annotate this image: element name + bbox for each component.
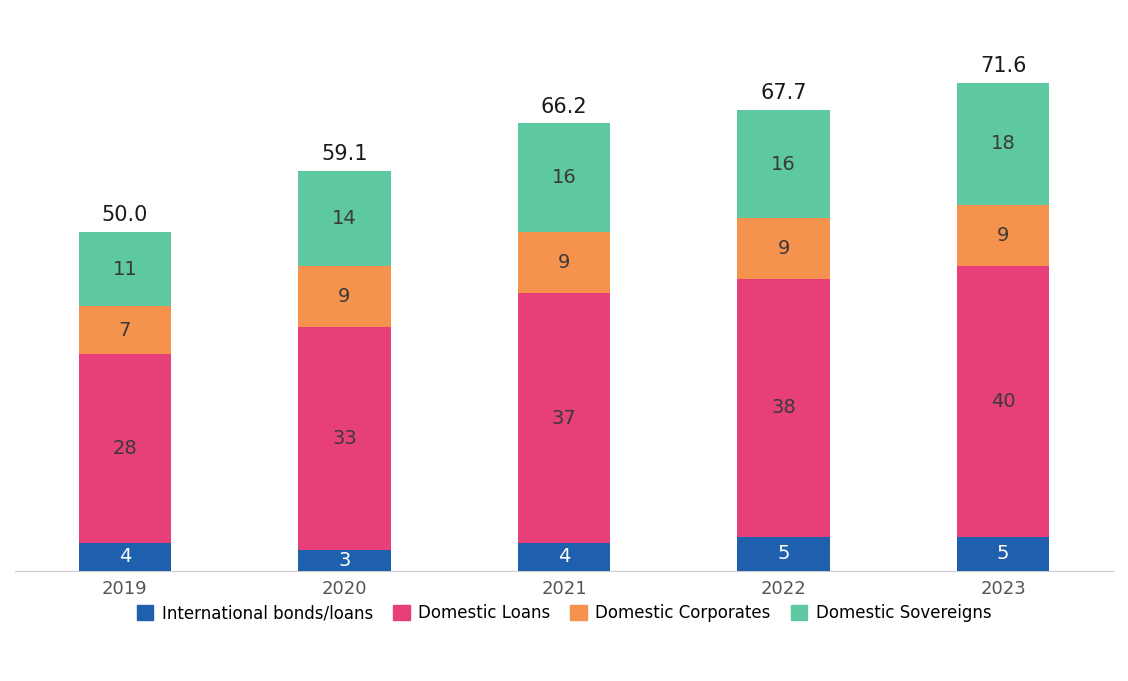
Bar bbox=[298, 171, 390, 266]
Text: 38: 38 bbox=[772, 398, 796, 417]
Text: 11: 11 bbox=[113, 259, 138, 279]
Text: 7: 7 bbox=[118, 321, 131, 340]
Text: 9: 9 bbox=[997, 225, 1010, 244]
Text: 67.7: 67.7 bbox=[760, 83, 807, 103]
Text: 40: 40 bbox=[990, 392, 1015, 411]
Bar bbox=[518, 543, 610, 571]
Bar bbox=[738, 537, 830, 571]
Text: 71.6: 71.6 bbox=[980, 56, 1026, 76]
Bar bbox=[738, 279, 830, 537]
Text: 4: 4 bbox=[118, 548, 131, 567]
Text: 50.0: 50.0 bbox=[102, 205, 148, 225]
Text: 18: 18 bbox=[990, 134, 1015, 153]
Text: 37: 37 bbox=[552, 409, 576, 428]
Bar bbox=[298, 266, 390, 327]
Bar bbox=[518, 293, 610, 543]
Text: 5: 5 bbox=[997, 544, 1010, 563]
Bar bbox=[79, 543, 171, 571]
Bar bbox=[957, 83, 1049, 205]
Text: 5: 5 bbox=[777, 544, 790, 563]
Text: 4: 4 bbox=[558, 548, 570, 567]
Text: 16: 16 bbox=[552, 168, 576, 187]
Text: 33: 33 bbox=[332, 429, 356, 448]
Bar bbox=[79, 232, 171, 306]
Text: 16: 16 bbox=[772, 155, 796, 174]
Bar bbox=[79, 306, 171, 353]
Bar bbox=[957, 205, 1049, 266]
Bar bbox=[957, 537, 1049, 571]
Bar bbox=[298, 550, 390, 571]
Text: 3: 3 bbox=[338, 551, 351, 570]
Legend: International bonds/loans, Domestic Loans, Domestic Corporates, Domestic Soverei: International bonds/loans, Domestic Loan… bbox=[130, 597, 998, 629]
Bar bbox=[957, 266, 1049, 537]
Text: 28: 28 bbox=[113, 439, 138, 458]
Text: 59.1: 59.1 bbox=[321, 144, 368, 164]
Bar bbox=[79, 353, 171, 543]
Text: 14: 14 bbox=[332, 209, 356, 227]
Text: 9: 9 bbox=[338, 287, 351, 306]
Bar bbox=[738, 110, 830, 218]
Bar bbox=[738, 218, 830, 279]
Text: 9: 9 bbox=[777, 239, 790, 258]
Bar bbox=[518, 232, 610, 293]
Text: 9: 9 bbox=[558, 253, 570, 272]
Text: 66.2: 66.2 bbox=[540, 97, 588, 116]
Bar bbox=[298, 327, 390, 550]
Bar bbox=[518, 123, 610, 232]
